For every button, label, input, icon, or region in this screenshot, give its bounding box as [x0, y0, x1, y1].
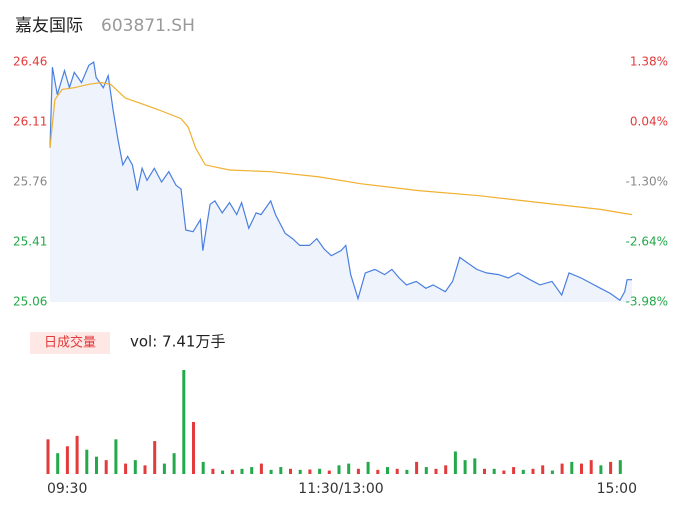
volume-bar: [75, 435, 79, 474]
y-tick-label: 25.41: [13, 235, 47, 249]
volume-bar: [192, 422, 195, 474]
stock-code: 603871.SH: [101, 16, 195, 36]
volume-bar: [453, 451, 457, 474]
volume-bar: [153, 441, 157, 474]
volume-bar: [289, 468, 292, 474]
volume-bar: [521, 469, 525, 474]
y2-tick-label: 1.38%: [630, 55, 668, 69]
x-tick-label: 15:00: [597, 481, 637, 497]
stock-name: 嘉友国际: [15, 16, 83, 36]
y2-tick-label: -3.98%: [626, 295, 668, 309]
volume-bar: [162, 463, 166, 474]
volume-bar: [347, 463, 351, 474]
volume-bar: [327, 470, 331, 474]
volume-bar: [580, 463, 583, 474]
volume-bar: [560, 463, 564, 474]
average-line: [49, 81, 633, 216]
volume-bar: [337, 465, 341, 474]
volume-bar: [279, 467, 283, 474]
volume-bar: [424, 467, 428, 474]
volume-bar: [395, 468, 399, 474]
volume-bar: [269, 469, 273, 474]
volume-bar: [531, 468, 535, 474]
volume-bar: [240, 468, 244, 474]
volume-bar: [182, 370, 186, 474]
volume-bar: [133, 460, 137, 474]
volume-bar: [550, 470, 554, 474]
volume-bar: [85, 449, 89, 474]
volume-bar: [298, 469, 302, 474]
volume-tab[interactable]: [30, 332, 110, 354]
volume-bar: [483, 468, 486, 474]
volume-bar: [114, 439, 118, 474]
volume-bar: [366, 461, 370, 474]
volume-bar: [318, 468, 322, 474]
volume-bar: [250, 467, 254, 474]
y2-tick-label: -2.64%: [626, 235, 668, 249]
volume-bar: [618, 460, 622, 474]
volume-bar: [95, 456, 98, 474]
x-tick-label: 09:30: [47, 481, 87, 497]
volume-bar: [259, 463, 263, 474]
x-tick-label: 11:30/13:00: [298, 481, 383, 497]
volume-bar: [609, 461, 613, 474]
y-tick-label: 26.46: [13, 55, 47, 69]
y-tick-label: 25.76: [13, 175, 47, 189]
volume-bar: [211, 468, 215, 474]
volume-bar: [512, 467, 516, 474]
volume-bar: [124, 463, 128, 474]
volume-bar: [434, 468, 438, 474]
volume-bar: [46, 439, 50, 474]
volume-bar: [589, 460, 593, 474]
volume-bar: [541, 465, 545, 474]
volume-bar: [570, 461, 574, 474]
volume-bar: [405, 469, 409, 474]
y2-tick-label: -1.30%: [626, 175, 668, 189]
volume-total: vol: 7.41万手: [130, 333, 225, 351]
volume-bar: [308, 469, 312, 474]
volume-bar: [201, 461, 205, 474]
volume-bar: [104, 460, 108, 474]
volume-bar: [65, 446, 69, 474]
y2-tick-label: 0.04%: [630, 115, 668, 129]
y-tick-label: 26.11: [13, 115, 47, 129]
volume-bar: [172, 453, 176, 474]
volume-bar: [143, 465, 147, 474]
volume-bar: [386, 467, 389, 474]
volume-bar: [415, 461, 419, 474]
volume-bar: [492, 468, 496, 474]
volume-bar: [444, 465, 448, 474]
price-area: [50, 62, 632, 302]
volume-bar: [376, 469, 380, 474]
volume-bar: [473, 458, 477, 474]
volume-bar: [221, 470, 225, 474]
volume-tab-label[interactable]: 日成交量: [44, 335, 96, 351]
volume-bar: [463, 460, 467, 474]
volume-bar: [230, 469, 234, 474]
volume-bar: [599, 465, 603, 474]
volume-bar: [356, 468, 360, 474]
y-tick-label: 25.06: [13, 295, 47, 309]
volume-bar: [56, 453, 60, 474]
volume-bar: [502, 470, 506, 474]
price-line: [49, 60, 632, 302]
